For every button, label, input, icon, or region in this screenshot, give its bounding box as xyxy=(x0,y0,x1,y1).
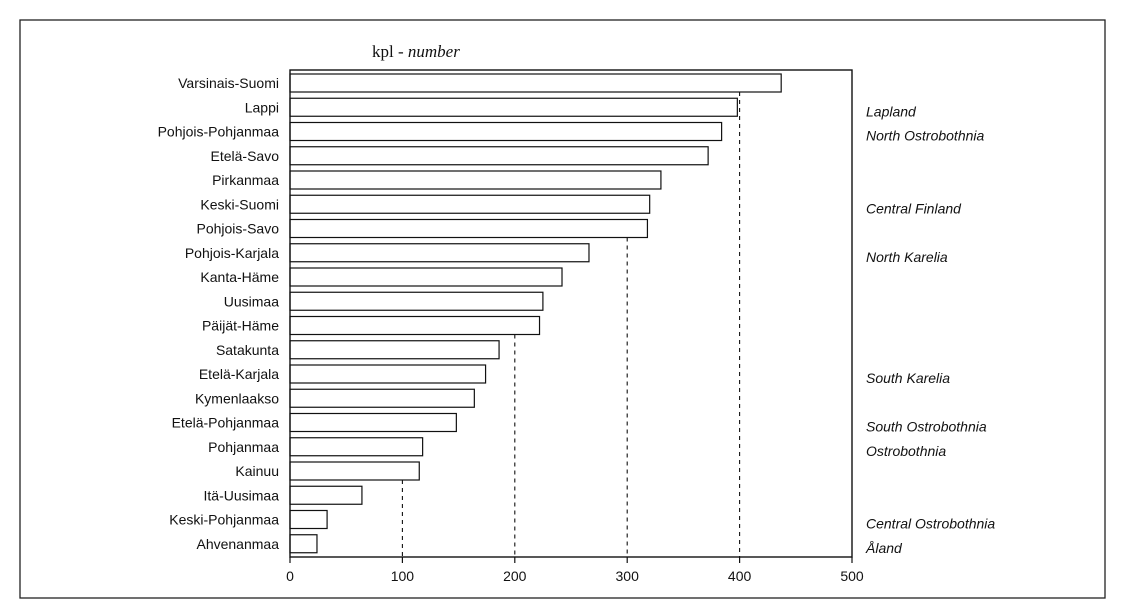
bar-kymenlaakso xyxy=(289,388,475,408)
english-labels: Lapland North Ostrobothnia Central Finland… xyxy=(865,103,995,556)
english-label: Ostrobothnia xyxy=(866,443,946,459)
bar-uusimaa xyxy=(289,291,544,311)
chart-title-emphasis: number xyxy=(408,42,460,61)
english-label: Central Ostrobothnia xyxy=(866,516,995,532)
category-label: Itä-Uusimaa xyxy=(204,487,280,503)
english-label: Central Finland xyxy=(866,200,962,216)
bar-pohjanmaa xyxy=(289,437,424,457)
bar-satakunta xyxy=(289,340,500,360)
english-label: North Karelia xyxy=(866,249,948,265)
category-label: Etelä-Savo xyxy=(211,148,280,164)
category-label: Kainuu xyxy=(235,463,279,479)
chart-title-prefix: kpl - xyxy=(372,42,408,61)
category-label: Lappi xyxy=(245,99,279,115)
category-label: Satakunta xyxy=(216,342,279,358)
english-label: Åland xyxy=(865,540,903,556)
x-tick-label: 400 xyxy=(728,568,752,584)
bar-päijät-häme xyxy=(289,315,541,336)
category-label: Keski-Suomi xyxy=(200,196,279,212)
x-tick-label: 300 xyxy=(616,568,640,584)
category-label: Etelä-Pohjanmaa xyxy=(172,415,280,431)
category-label: Päijät-Häme xyxy=(202,318,279,334)
outer-frame xyxy=(19,19,1106,599)
bar-pohjois-savo xyxy=(289,218,649,239)
bar-kainuu xyxy=(289,461,420,481)
english-label: North Ostrobothnia xyxy=(866,128,984,144)
bars xyxy=(289,73,782,554)
bar-etelä-karjala xyxy=(289,364,487,384)
bar-itä-uusimaa xyxy=(289,485,363,505)
bar-kanta-häme xyxy=(289,267,563,287)
category-label: Pohjois-Karjala xyxy=(185,245,279,261)
category-label: Kanta-Häme xyxy=(200,269,279,285)
x-tick-label: 0 xyxy=(286,568,294,584)
category-label: Varsinais-Suomi xyxy=(178,75,279,91)
category-label: Ahvenanmaa xyxy=(196,536,279,552)
bar-etelä-pohjanmaa xyxy=(289,412,457,433)
category-label: Pohjois-Pohjanmaa xyxy=(158,124,280,140)
x-axis: 0 100 200 300 400 500 xyxy=(286,557,864,584)
bar-pirkanmaa xyxy=(289,170,662,190)
category-label: Pohjois-Savo xyxy=(197,221,280,237)
chart-title: kpl - number xyxy=(372,42,460,61)
english-label: South Karelia xyxy=(866,370,950,386)
bar-pohjois-karjala xyxy=(289,243,590,263)
x-tick-label: 100 xyxy=(391,568,415,584)
english-label: South Ostrobothnia xyxy=(866,419,987,435)
x-tick-label: 200 xyxy=(503,568,527,584)
plot-area xyxy=(289,69,853,558)
category-labels: Varsinais-Suomi Lappi Pohjois-Pohjanmaa Ete… xyxy=(158,75,280,552)
bar-ahvenanmaa xyxy=(289,534,318,554)
category-label: Uusimaa xyxy=(224,293,279,309)
category-label: Pirkanmaa xyxy=(212,172,279,188)
bar-lappi xyxy=(289,97,738,117)
category-label: Kymenlaakso xyxy=(195,390,279,406)
category-label: Pohjanmaa xyxy=(208,439,279,455)
bar-etelä-savo xyxy=(289,146,709,166)
bar-varsinais-suomi xyxy=(289,73,782,93)
english-label: Lapland xyxy=(866,103,917,119)
x-tick-label: 500 xyxy=(840,568,864,584)
bar-pohjois-pohjanmaa xyxy=(289,121,723,142)
category-label: Keski-Pohjanmaa xyxy=(169,512,279,528)
reference-lines xyxy=(401,92,741,557)
bar-keski-pohjanmaa xyxy=(289,509,328,530)
bar-keski-suomi xyxy=(289,194,651,214)
category-label: Etelä-Karjala xyxy=(199,366,279,382)
